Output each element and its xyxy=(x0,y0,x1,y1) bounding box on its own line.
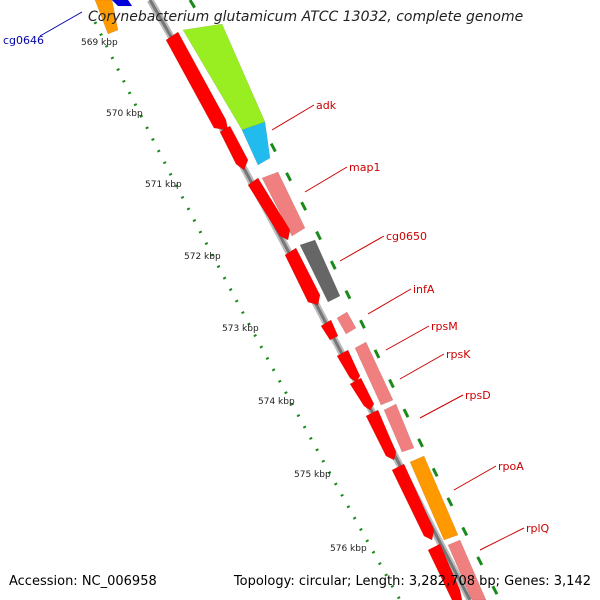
tick-label: 573 kbp xyxy=(222,324,259,334)
gene-leader-line xyxy=(453,465,497,491)
feature-adk-cyan xyxy=(241,121,271,166)
feature-cg0650-outer xyxy=(299,239,341,303)
map-title: Corynebacterium glutamicum ATCC 13032, c… xyxy=(88,9,524,25)
tick-label: 574 kbp xyxy=(258,397,295,407)
feature-rpsD-outer xyxy=(383,403,415,453)
gene-leader-line xyxy=(304,166,348,193)
gene-label-rpsK[interactable]: rpsK xyxy=(446,348,471,361)
feature-cds-1 xyxy=(165,31,229,131)
gene-label-infA[interactable]: infA xyxy=(413,283,435,296)
gene-label-rplQ[interactable]: rplQ xyxy=(526,522,550,535)
tick-label: 575 kbp xyxy=(294,470,331,480)
feature-rpoA-outer xyxy=(409,455,459,541)
tick-label: 572 kbp xyxy=(184,252,221,262)
gene-leader-line xyxy=(339,235,385,262)
feature-cds-6 xyxy=(336,349,361,383)
feature-cg0646-blue xyxy=(111,0,133,7)
feature-map1-outer xyxy=(261,171,306,237)
gene-label-rpoA[interactable]: rpoA xyxy=(498,460,524,473)
feature-rplQ-outer xyxy=(447,539,487,600)
gene-label-rpsM[interactable]: rpsM xyxy=(431,320,458,333)
gene-leader-line xyxy=(39,11,83,37)
gene-leader-line xyxy=(385,325,430,351)
tick-label: 570 kbp xyxy=(106,109,143,119)
gene-label-cg0650[interactable]: cg0650 xyxy=(386,230,427,243)
feature-cds-4 xyxy=(284,247,321,306)
scale-tick-labels: 569 kbp 570 kbp 571 kbp 572 kbp 573 kbp 574 k… xyxy=(81,38,367,554)
gene-label-map1[interactable]: map1 xyxy=(349,161,380,174)
tick-label: 571 kbp xyxy=(145,180,182,190)
feature-cds-10 xyxy=(427,543,463,600)
tick-label: 569 kbp xyxy=(81,38,118,48)
gene-labels: cg0646 adk map1 cg0650 infA rpsM rpsK rpsD rpoA r… xyxy=(3,11,550,551)
gene-leader-line xyxy=(271,104,315,131)
feature-cds-2 xyxy=(219,125,249,171)
feature-cds-5 xyxy=(320,319,339,341)
gene-leader-line xyxy=(419,394,464,419)
gene-features xyxy=(94,0,487,600)
tick-label: 576 kbp xyxy=(330,544,367,554)
gene-label-rpsD[interactable]: rpsD xyxy=(465,389,491,402)
gene-label-adk[interactable]: adk xyxy=(316,99,337,112)
feature-rpsMK-outer xyxy=(354,341,394,406)
genome-summary-text: Topology: circular; Length: 3,282,708 bp… xyxy=(233,574,591,589)
gene-leader-line xyxy=(367,288,412,315)
gene-leader-line xyxy=(399,353,445,380)
feature-cg0646-orange xyxy=(94,0,119,35)
accession-text: Accession: NC_006958 xyxy=(9,574,157,589)
feature-cds-7 xyxy=(349,377,375,411)
feature-infA-outer xyxy=(336,311,357,335)
feature-cds-8 xyxy=(365,409,397,461)
feature-cds-9 xyxy=(391,463,435,541)
gene-leader-line xyxy=(479,527,525,551)
feature-cds-3 xyxy=(247,177,291,241)
gene-label-cg0646[interactable]: cg0646 xyxy=(3,34,44,47)
